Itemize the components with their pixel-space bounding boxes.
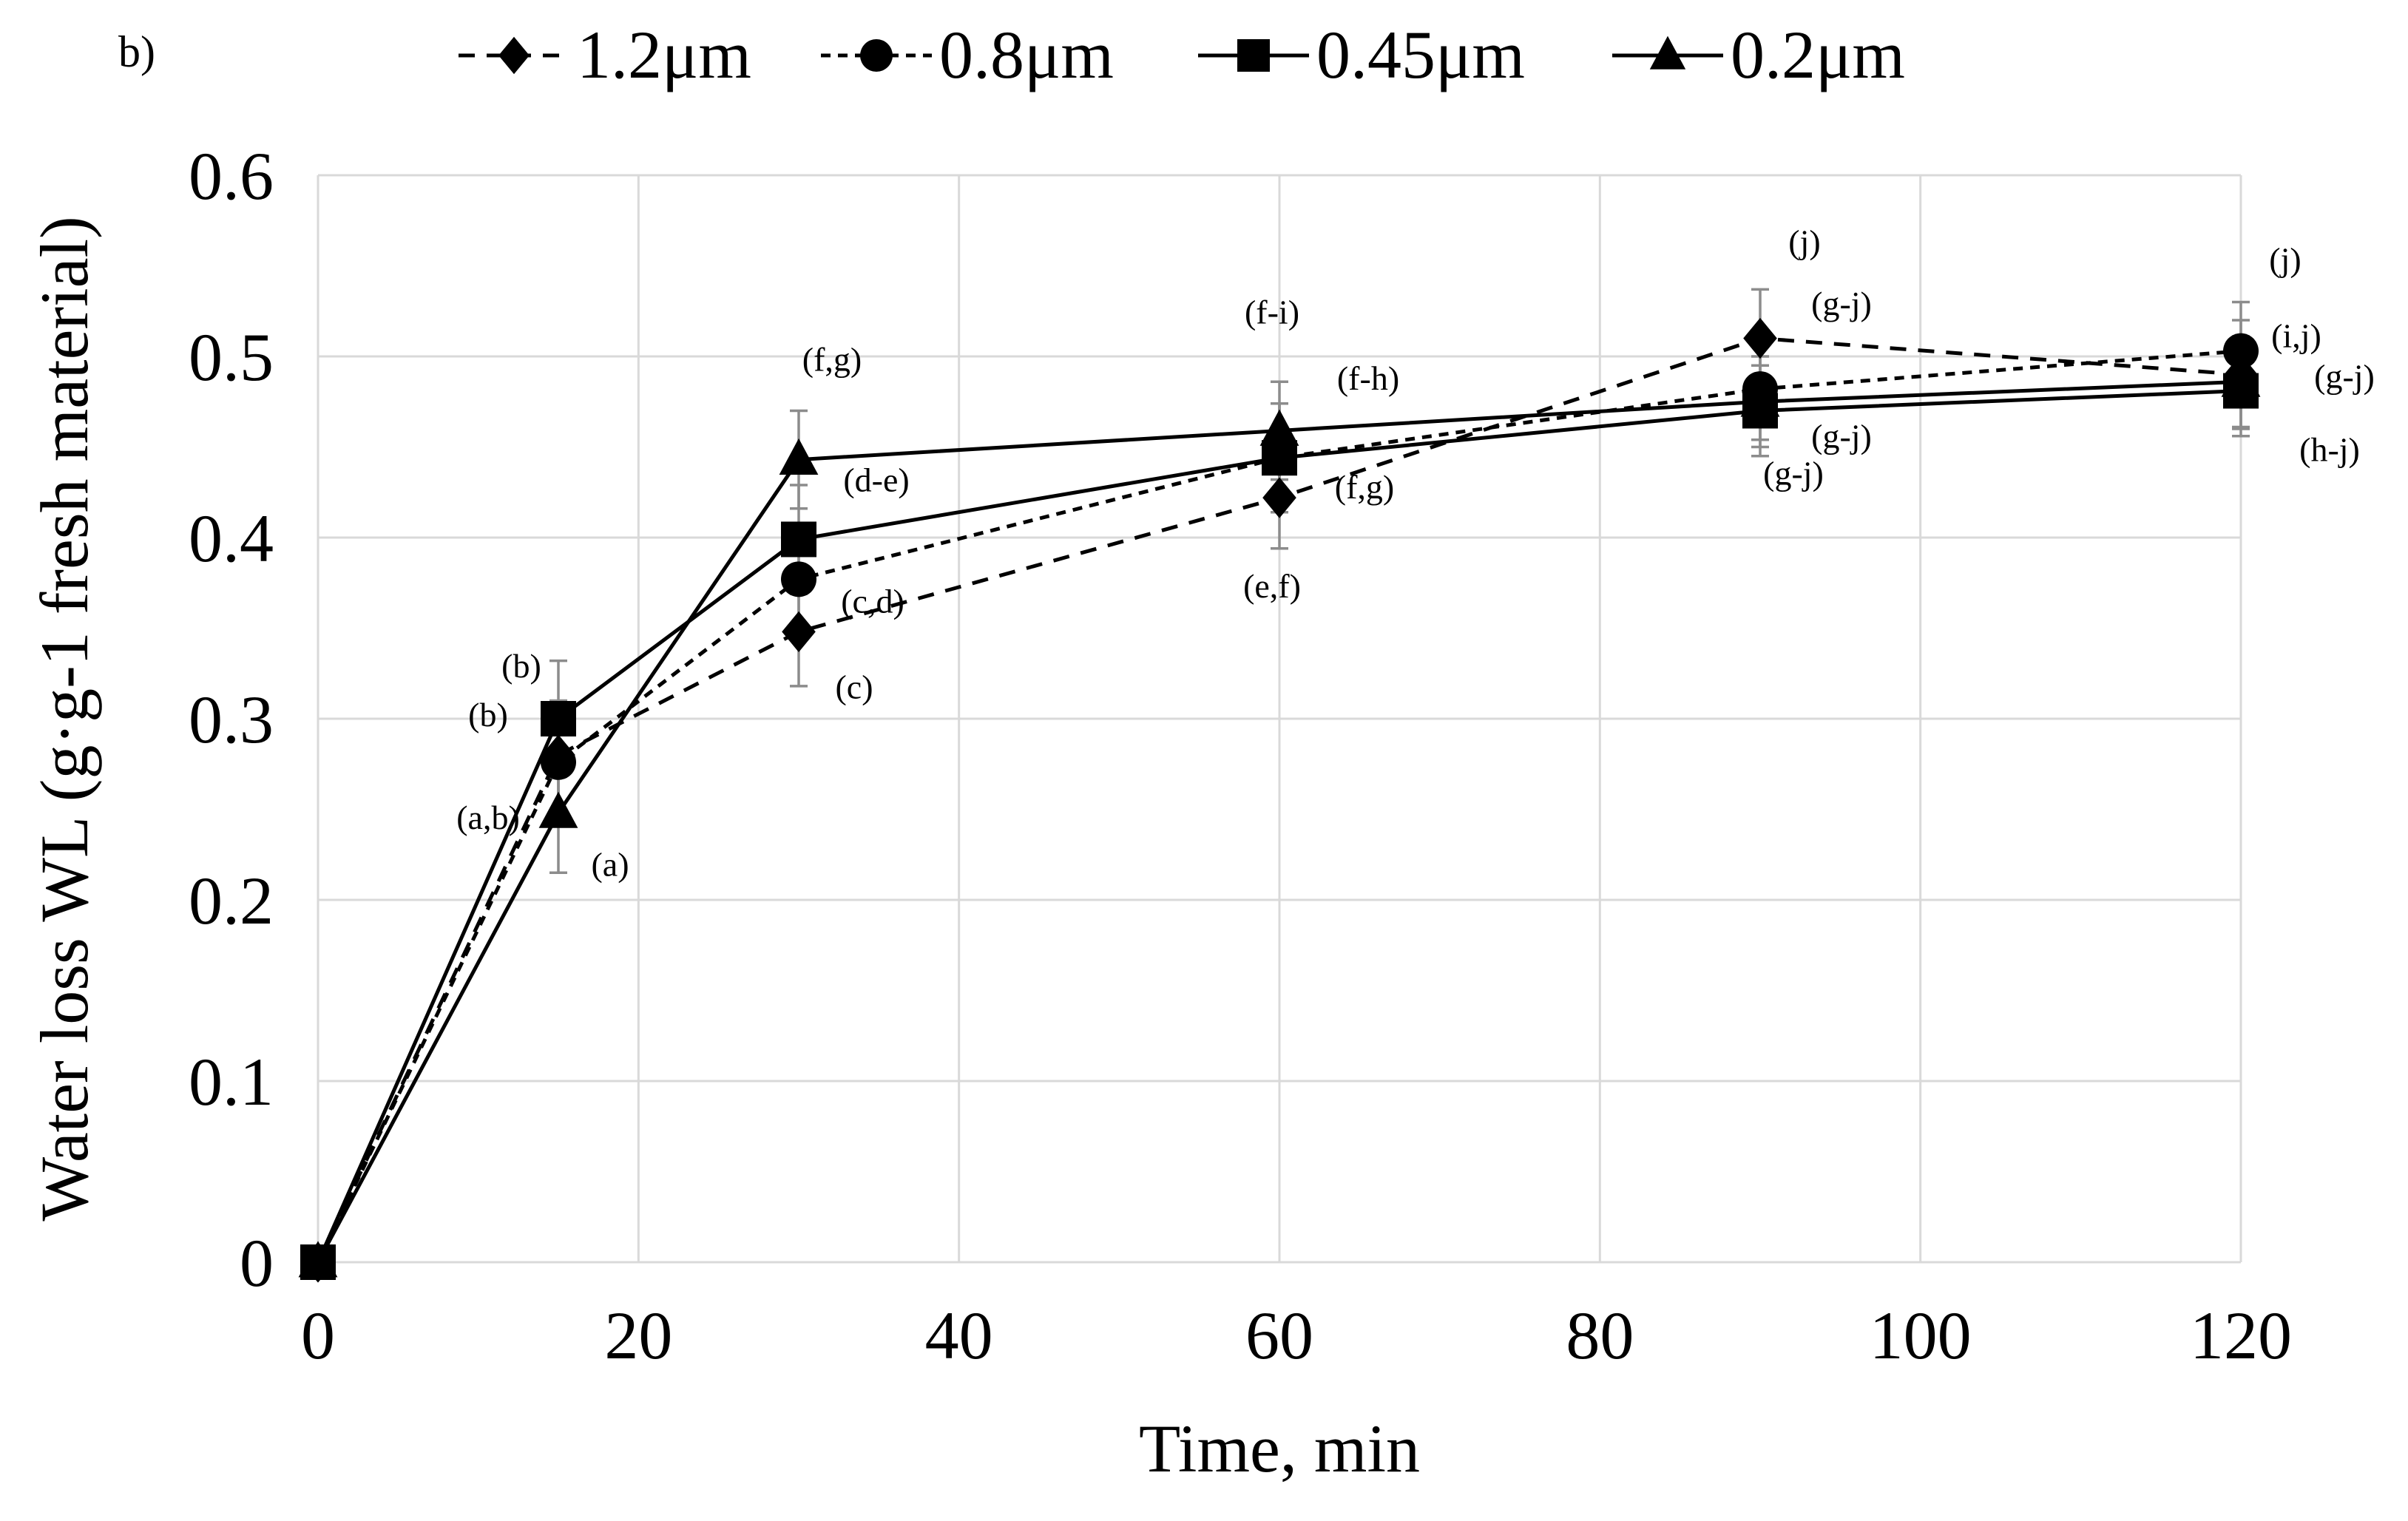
significance-label: (d-e) bbox=[843, 461, 909, 498]
significance-label: (j) bbox=[1788, 223, 1820, 261]
point-circle bbox=[781, 561, 816, 597]
x-axis-title: Time, min bbox=[1139, 1411, 1420, 1486]
significance-label: (g-j) bbox=[1763, 454, 1824, 492]
point-triangle bbox=[1259, 409, 1299, 446]
point-square bbox=[781, 521, 816, 558]
annotations: (a,b)(c)(e,f)(j) (j)(b)(c,d)(f,g)(g-j)(i,… bbox=[456, 223, 2375, 884]
x-tick-label: 0 bbox=[301, 1298, 335, 1373]
legend-label: 1.2μm bbox=[577, 17, 751, 92]
significance-label: (f-h) bbox=[1337, 359, 1399, 397]
y-tick-label: 0.4 bbox=[189, 501, 274, 576]
legend-marker-circle bbox=[860, 39, 893, 72]
data-points bbox=[298, 317, 2261, 1283]
legend-marker-triangle bbox=[1649, 35, 1686, 70]
x-tick-label: 60 bbox=[1245, 1298, 1313, 1373]
x-tick-label: 80 bbox=[1566, 1298, 1634, 1373]
significance-label: (i,j) bbox=[2271, 317, 2321, 355]
legend-label: 0.2μm bbox=[1731, 17, 1905, 92]
point-circle bbox=[541, 744, 576, 780]
panel-label: b) bbox=[118, 27, 155, 76]
significance-label: (a,b) bbox=[456, 799, 520, 836]
x-tick-label: 120 bbox=[2190, 1298, 2292, 1373]
point-circle bbox=[2223, 333, 2259, 369]
significance-label: (j) bbox=[2269, 241, 2301, 279]
series-line-square bbox=[316, 389, 2242, 1264]
significance-label: (c) bbox=[835, 668, 873, 705]
grid bbox=[317, 174, 2242, 1264]
series-line-triangle bbox=[316, 379, 2242, 1264]
significance-label: (f-i) bbox=[1245, 293, 1299, 331]
y-tick-label: 0.3 bbox=[189, 682, 274, 757]
x-tick-label: 40 bbox=[925, 1298, 993, 1373]
significance-label: (f,g) bbox=[802, 341, 862, 379]
significance-label: (g-j) bbox=[1811, 418, 1872, 455]
series-line-circle bbox=[316, 349, 2242, 1264]
x-tick-label: 100 bbox=[1870, 1298, 1972, 1373]
series-lines bbox=[316, 336, 2242, 1264]
y-tick-label: 0 bbox=[240, 1225, 274, 1301]
y-tick-label: 0.2 bbox=[189, 863, 274, 938]
significance-label: (b) bbox=[468, 696, 508, 734]
point-square bbox=[541, 701, 576, 736]
point-triangle bbox=[2221, 360, 2261, 397]
point-triangle bbox=[538, 791, 578, 828]
significance-label: (a) bbox=[591, 845, 629, 883]
series-line-diamond bbox=[316, 336, 2242, 1264]
significance-label: (b) bbox=[501, 647, 541, 685]
point-triangle bbox=[1740, 380, 1780, 417]
y-tick-label: 0.1 bbox=[189, 1044, 274, 1119]
significance-label: (h-j) bbox=[2299, 431, 2360, 469]
tick-labels: 0 20 40 60 80 100 120 0 0.1 0.2 0.3 0.4 0.5 0.6 bbox=[189, 138, 2292, 1373]
x-tick-label: 20 bbox=[604, 1298, 672, 1373]
significance-label: (g-j) bbox=[2314, 357, 2375, 395]
legend: 1.2μm 0.8μm 0.45μm 0.2μm bbox=[459, 17, 1905, 92]
point-diamond bbox=[782, 611, 816, 652]
point-diamond bbox=[1262, 477, 1296, 518]
significance-label: (f,g) bbox=[1335, 468, 1394, 506]
significance-label: (c,d) bbox=[841, 582, 904, 620]
legend-label: 0.45μm bbox=[1316, 17, 1525, 92]
point-square bbox=[1262, 440, 1297, 476]
significance-label: (g-j) bbox=[1811, 285, 1872, 322]
legend-marker-diamond bbox=[498, 36, 530, 75]
y-axis-title: Water loss WL (g·g-1 fresh material) bbox=[27, 216, 102, 1221]
significance-label: (e,f) bbox=[1243, 567, 1301, 605]
legend-marker-square bbox=[1237, 39, 1270, 72]
legend-label: 0.8μm bbox=[939, 17, 1114, 92]
y-tick-label: 0.5 bbox=[189, 319, 274, 395]
y-tick-label: 0.6 bbox=[189, 138, 274, 214]
point-diamond bbox=[1743, 317, 1777, 359]
point-triangle bbox=[779, 438, 819, 475]
point-triangle bbox=[298, 1241, 338, 1278]
